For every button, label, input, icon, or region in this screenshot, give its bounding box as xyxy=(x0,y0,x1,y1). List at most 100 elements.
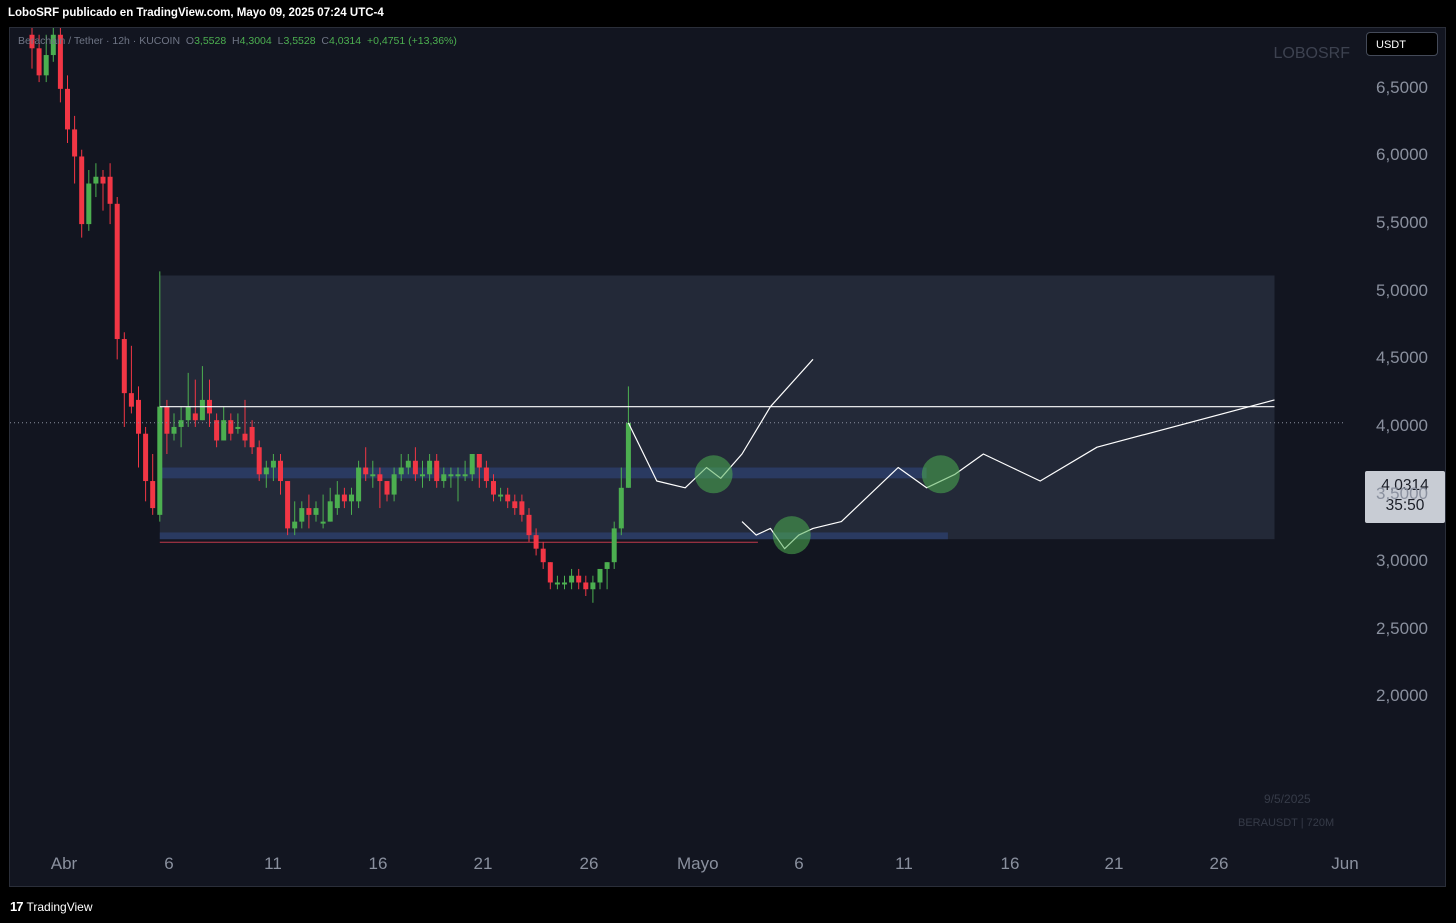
candle-body xyxy=(86,183,92,225)
chart-area[interactable]: Berachain / Tether · 12h · KUCOIN O3,552… xyxy=(9,27,1446,887)
symbol-description[interactable]: Berachain / Tether · 12h · KUCOIN xyxy=(18,35,181,47)
candle-body xyxy=(72,129,78,157)
close-value: 4,0314 xyxy=(329,35,362,47)
time-tick: 11 xyxy=(895,854,913,873)
low-value: 3,5528 xyxy=(283,35,316,47)
price-tick: 6,5000 xyxy=(1376,77,1428,97)
price-tick: 2,5000 xyxy=(1376,618,1428,638)
candle-body xyxy=(150,481,156,509)
time-tick: 21 xyxy=(1104,854,1124,873)
candle-body xyxy=(43,55,49,76)
candle-body xyxy=(370,474,376,477)
author-watermark: LOBOSRF xyxy=(1273,45,1350,62)
change-value: +0,4751 (+13,36%) xyxy=(366,35,457,47)
candle-body xyxy=(441,474,447,482)
support-zone-1 xyxy=(159,467,927,479)
candle-body xyxy=(576,575,582,583)
time-tick: 16 xyxy=(368,854,388,873)
candle-body xyxy=(625,422,631,488)
candle-body xyxy=(462,474,468,477)
price-tick: 2,0000 xyxy=(1376,686,1428,706)
candle-body xyxy=(562,582,567,585)
candle-body xyxy=(349,494,354,502)
candle-body xyxy=(313,508,319,515)
open-label: O xyxy=(185,35,195,47)
range-box xyxy=(159,275,1275,540)
candle-body xyxy=(228,420,234,434)
bar-countdown: 35:50 xyxy=(1385,497,1425,514)
candle-body xyxy=(405,460,411,468)
candle-body xyxy=(79,156,85,225)
candle-body xyxy=(583,582,589,590)
candle-body xyxy=(483,467,489,482)
candle-body xyxy=(618,487,624,529)
zones-layer xyxy=(159,275,1275,543)
candle-body xyxy=(590,582,596,590)
candle-body xyxy=(214,420,220,441)
price-tick: 3,5000 xyxy=(1376,483,1428,503)
candle-body xyxy=(249,426,255,448)
candle-body xyxy=(164,406,170,434)
last-price-value: 4,0314 xyxy=(1381,477,1429,494)
price-tick: 5,0000 xyxy=(1376,280,1428,300)
currency-button[interactable]: USDT xyxy=(1366,32,1438,56)
tradingview-logo[interactable]: 17 TradingView xyxy=(10,899,93,914)
target-circle-2 xyxy=(772,516,811,555)
snapshot-date: 9/5/2025 xyxy=(1264,792,1311,806)
time-tick: 26 xyxy=(579,854,599,873)
candle-body xyxy=(299,508,305,522)
candle-body xyxy=(270,460,276,468)
candle-body xyxy=(171,426,177,434)
candle-body xyxy=(569,575,575,583)
time-tick: 11 xyxy=(264,854,282,873)
candle-body xyxy=(427,460,433,475)
ohlc-legend: Berachain / Tether · 12h · KUCOIN O3,552… xyxy=(18,35,457,47)
candle-body xyxy=(512,501,518,509)
price-tick: 6,0000 xyxy=(1376,145,1428,165)
low-label: L xyxy=(277,35,284,47)
candle-body xyxy=(604,562,610,569)
price-chart[interactable] xyxy=(10,28,1446,887)
time-tick: Abr xyxy=(50,854,78,873)
candle-body xyxy=(540,548,546,563)
candle-body xyxy=(391,474,397,495)
candle-body xyxy=(356,467,362,502)
target-circle-3 xyxy=(921,455,960,494)
price-tick: 4,0000 xyxy=(1376,415,1428,435)
candle-body xyxy=(285,481,291,529)
high-value: 4,3004 xyxy=(239,35,272,47)
open-value: 3,5528 xyxy=(194,35,227,47)
candle-body xyxy=(256,447,262,475)
candle-body xyxy=(242,433,248,441)
symbol-footer: BERAUSDT | 720M xyxy=(1238,817,1335,829)
candle-body xyxy=(292,521,298,529)
price-tick: 4,5000 xyxy=(1376,348,1428,368)
tradingview-logo-text: TradingView xyxy=(26,900,93,914)
last-price-tag: 4,0314 35:50 xyxy=(1365,471,1445,523)
candle-body xyxy=(611,528,617,563)
candle-body xyxy=(498,494,504,497)
candle-body xyxy=(65,88,70,130)
candle-body xyxy=(178,420,184,427)
tradingview-logo-icon: 17 xyxy=(10,899,24,914)
time-tick: 16 xyxy=(1000,854,1020,873)
price-tick: 5,5000 xyxy=(1376,213,1428,233)
candle-body xyxy=(278,460,283,482)
lines-layer xyxy=(10,406,1345,424)
time-tick: Mayo xyxy=(677,854,719,873)
candle-body xyxy=(469,454,475,475)
candle-body xyxy=(420,474,425,477)
candle-body xyxy=(157,406,163,515)
candle-body xyxy=(263,467,269,475)
candle-body xyxy=(93,176,99,184)
candle-body xyxy=(377,474,383,482)
candle-body xyxy=(448,474,454,477)
candle-body xyxy=(455,474,461,477)
candle-body xyxy=(29,34,35,49)
candle-body xyxy=(121,339,127,394)
publisher-header: LoboSRF publicado en TradingView.com, Ma… xyxy=(8,7,384,19)
candle-body xyxy=(36,48,42,76)
candle-body xyxy=(50,34,56,56)
candle-body xyxy=(341,494,347,502)
